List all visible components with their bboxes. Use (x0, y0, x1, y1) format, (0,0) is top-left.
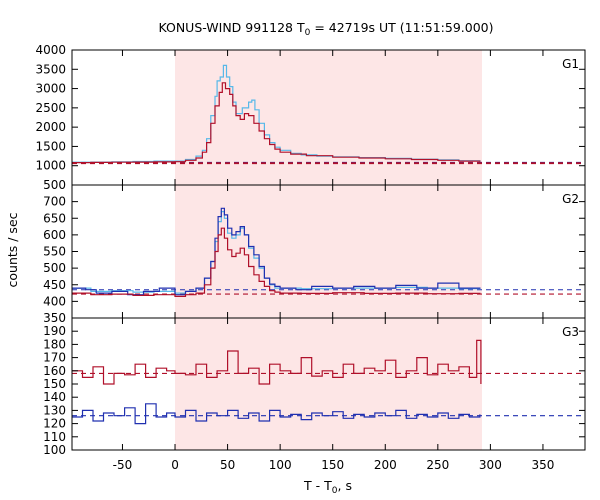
series-blue-g3 (72, 403, 481, 425)
y-tick-label-g1: 3500 (35, 62, 66, 76)
y-tick-label-g3: 160 (43, 364, 66, 378)
panel-label-g1: G1 (562, 57, 579, 71)
y-tick-label-g2: 550 (43, 245, 66, 259)
x-tick-label: 350 (531, 458, 554, 472)
panels-group: 5001000150020002500300035004000G13504004… (35, 43, 586, 472)
chart-title: KONUS-WIND 991128 T0 = 42719s UT (11:51:… (158, 20, 493, 38)
x-axis-label: T - T0, s (303, 478, 352, 496)
burst-interval-shade-g3 (175, 318, 482, 450)
y-tick-label-g1: 2000 (35, 120, 66, 134)
x-tick-label: 150 (321, 458, 344, 472)
y-tick-label-g3: 120 (43, 417, 66, 431)
y-tick-label-g2: 450 (43, 278, 66, 292)
x-axis-label-subscript: 0 (332, 486, 338, 496)
chart-title-main: KONUS-WIND 991128 T (158, 20, 304, 35)
burst-interval-shade-g1 (175, 50, 482, 185)
series-blue-g2 (72, 207, 481, 296)
y-tick-label-g3: 150 (43, 377, 66, 391)
y-tick-label-g3: 130 (43, 403, 66, 417)
series-red-g3 (72, 339, 482, 385)
x-axis-label-main: T - T (303, 478, 332, 493)
x-tick-label: 300 (479, 458, 502, 472)
y-axis-label: counts / sec (5, 212, 20, 287)
y-tick-label-g1: 2500 (35, 101, 66, 115)
y-tick-label-g3: 170 (43, 351, 66, 365)
series-red-g2 (72, 227, 481, 297)
y-tick-label-g1: 1500 (35, 139, 66, 153)
x-tick-label: 50 (220, 458, 235, 472)
chart-title-rest: = 42719s UT (11:51:59.000) (310, 20, 493, 35)
panel-g1: 500 1000 1500 2000 2500 3000 3500 4000 G1 (35, 43, 586, 192)
panel-label-g2: G2 (562, 192, 579, 206)
x-tick-label: 200 (374, 458, 397, 472)
x-tick-label: 0 (171, 458, 179, 472)
series-cyan-g2 (72, 211, 481, 294)
y-tick-label-g1: 3000 (35, 82, 66, 96)
chart-title-subscript: 0 (305, 28, 311, 38)
panel-label-g3: G3 (562, 325, 579, 339)
y-tick-label-g3: 180 (43, 337, 66, 351)
y-tick-label-g1: 500 (43, 178, 66, 192)
y-tick-label-g1: 4000 (35, 43, 66, 57)
y-tick-label-g2: 500 (43, 261, 66, 275)
y-tick-label-g1: 1000 (35, 159, 66, 173)
y-tick-label-g2: 650 (43, 211, 66, 225)
burst-interval-shade-g2 (175, 185, 482, 318)
y-tick-label-g2: 600 (43, 228, 66, 242)
y-tick-label-g2: 400 (43, 294, 66, 308)
y-tick-label-g2: 350 (43, 311, 66, 325)
x-axis-label-rest: , s (338, 478, 352, 493)
series-red-g1 (72, 82, 481, 164)
y-tick-label-g3: 140 (43, 390, 66, 404)
y-tick-label-g3: 190 (43, 324, 66, 338)
x-tick-label: 100 (269, 458, 292, 472)
x-tick-label: -50 (113, 458, 133, 472)
x-tick-label: 250 (426, 458, 449, 472)
y-tick-label-g2: 700 (43, 195, 66, 209)
y-tick-label-g3: 110 (43, 430, 66, 444)
panel-g2: 350 400 450 500 550 600 650 700 G2 (43, 184, 586, 325)
y-tick-label-g3: 100 (43, 443, 66, 457)
